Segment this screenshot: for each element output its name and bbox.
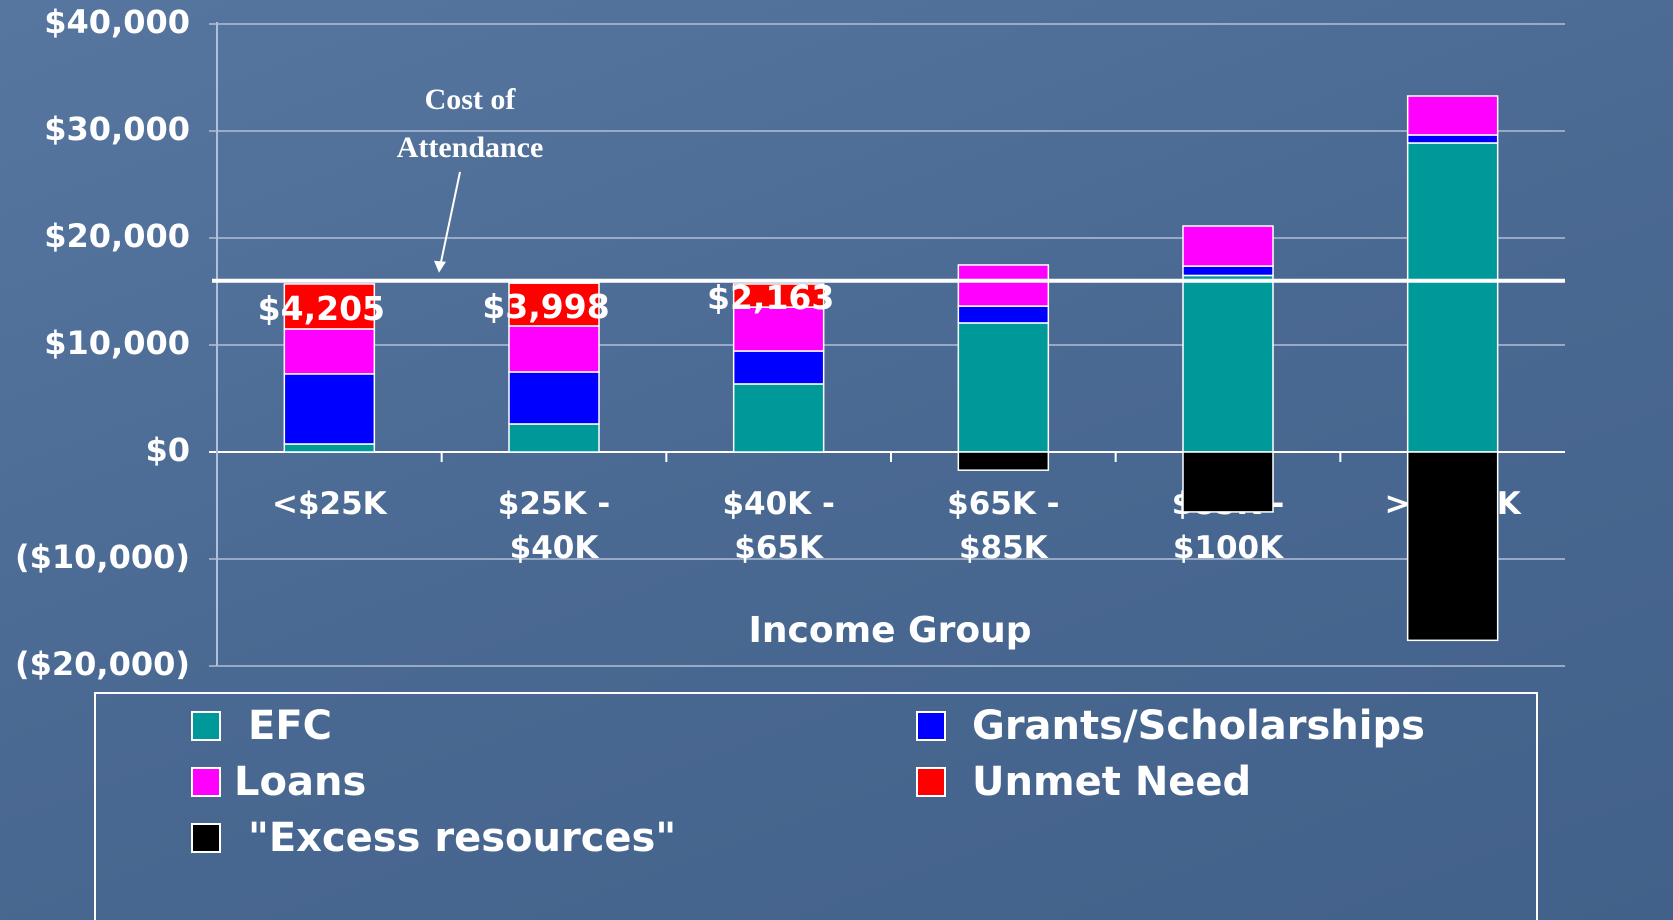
reference-label-box: Cost of Attendance bbox=[396, 83, 544, 164]
x-tick-label-box: $40K - $65K bbox=[722, 486, 835, 566]
bar-segment bbox=[1406, 95, 1499, 136]
bar-segment bbox=[957, 305, 1050, 324]
bar-segment bbox=[283, 443, 376, 453]
legend-swatch bbox=[916, 711, 946, 741]
bar-segment bbox=[732, 283, 825, 308]
bar-segment bbox=[1182, 225, 1274, 267]
bar-segment bbox=[957, 451, 1050, 471]
bar-segment bbox=[1182, 265, 1274, 277]
x-tick-label-box: <$25K bbox=[271, 486, 387, 522]
x-tick-label-box: $25K - $40K bbox=[497, 486, 611, 566]
legend-label: "Excess resources" bbox=[248, 815, 676, 861]
legend-label: Grants/Scholarships bbox=[972, 703, 1425, 749]
y-tick-label: $30,000 bbox=[44, 110, 190, 148]
legend-label: EFC bbox=[248, 703, 332, 749]
y-tick-label: $20,000 bbox=[44, 217, 190, 255]
y-tick-label: $0 bbox=[145, 431, 190, 469]
legend-swatch bbox=[916, 767, 946, 797]
y-tick-label: ($20,000) bbox=[15, 645, 190, 683]
y-tick-label: $10,000 bbox=[44, 324, 190, 362]
bar-segment bbox=[1406, 142, 1499, 453]
annotation-arrowhead bbox=[434, 260, 446, 273]
bar-segment bbox=[1182, 451, 1274, 513]
x-axis-label: Income Group bbox=[749, 610, 1032, 651]
legend-swatch bbox=[191, 767, 221, 797]
legend-box bbox=[94, 692, 1538, 920]
bar-segment bbox=[957, 322, 1050, 453]
bar-segment bbox=[508, 325, 600, 373]
bar-segment bbox=[732, 350, 825, 385]
data-label: $3,998 bbox=[482, 287, 609, 326]
x-tick-label: $40K - $65K bbox=[722, 486, 835, 566]
y-tick-label: $40,000 bbox=[44, 3, 190, 41]
bar-segment bbox=[1406, 134, 1499, 144]
bar-segment bbox=[732, 306, 825, 352]
data-label: $4,205 bbox=[258, 289, 385, 328]
annotation-arrow bbox=[439, 171, 461, 268]
bar-segment bbox=[732, 383, 825, 453]
bar-segment bbox=[1182, 274, 1274, 453]
bar-segment bbox=[508, 423, 600, 453]
legend-label: Loans bbox=[234, 759, 366, 805]
legend-swatch bbox=[191, 823, 221, 853]
bar-segment bbox=[283, 328, 376, 375]
legend-label: Unmet Need bbox=[972, 759, 1251, 805]
reference-label: Cost of Attendance bbox=[396, 83, 544, 164]
bar-segment bbox=[508, 282, 600, 327]
bar-segment bbox=[957, 264, 1050, 307]
legend-swatch bbox=[191, 711, 221, 741]
x-tick-label-box: $65K - $85K bbox=[947, 486, 1060, 566]
bar-segment bbox=[1406, 451, 1499, 642]
bar-segment bbox=[283, 373, 376, 445]
x-tick-label: $65K - $85K bbox=[947, 486, 1060, 566]
y-tick-label: ($10,000) bbox=[15, 538, 190, 576]
bar-segment bbox=[508, 371, 600, 425]
x-tick-label: $25K - $40K bbox=[497, 486, 611, 566]
bar-segment bbox=[283, 283, 376, 330]
x-tick-label: <$25K bbox=[271, 486, 387, 522]
data-label: $2,163 bbox=[707, 278, 834, 317]
